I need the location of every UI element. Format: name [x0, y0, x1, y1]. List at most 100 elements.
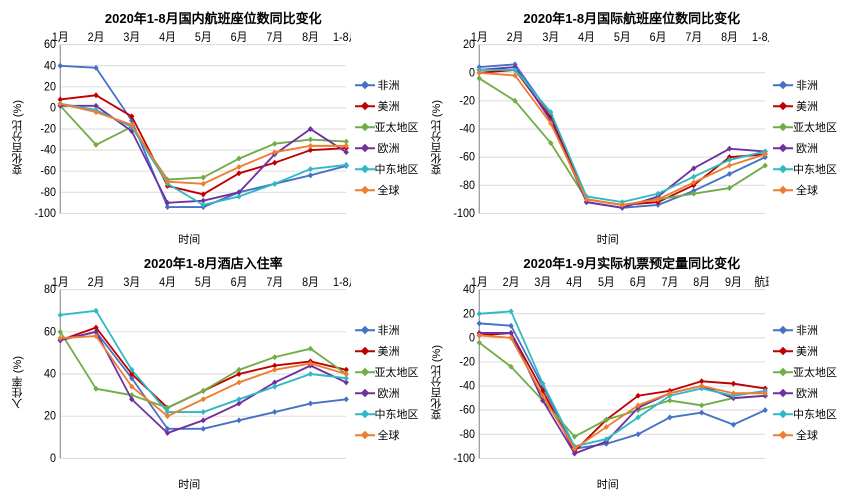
x-tick-label: 5月 [613, 32, 630, 45]
series-marker-africa [308, 401, 313, 407]
legend-swatch-icon [773, 144, 793, 152]
legend-label: 美洲 [796, 98, 818, 114]
legend-swatch-icon [355, 123, 372, 131]
legend-label: 亚太地区 [793, 119, 837, 135]
series-marker-mideast [308, 371, 313, 377]
x-tick-label: 4月 [159, 277, 176, 290]
legend-swatch-icon [355, 81, 375, 89]
legend-item-america: 美洲 [355, 98, 419, 114]
legend-item-europe: 欧洲 [773, 140, 837, 156]
series-line-apac [60, 106, 346, 180]
x-tick-label: 6月 [231, 277, 248, 290]
series-marker-global [272, 367, 277, 373]
legend-swatch-icon [773, 347, 793, 355]
x-tick-label: 7月 [661, 277, 678, 290]
legend-item-apac: 亚太地区 [773, 119, 837, 135]
x-tick-label: 2月 [88, 32, 105, 45]
chart-panel-hotel: 2020年1-8月酒店入住率入住率 (%)0204060801月2月3月4月5月… [8, 253, 419, 492]
x-tick-label: 1月 [52, 32, 69, 45]
legend-item-apac: 亚太地区 [355, 364, 419, 380]
x-tick-label: 6月 [649, 32, 666, 45]
y-tick-label: -40 [459, 123, 475, 136]
legend-item-africa: 非洲 [355, 77, 419, 93]
series-marker-global [201, 396, 206, 402]
plot-area: 0204060801月2月3月4月5月6月7月8月1-8月 [28, 273, 351, 475]
x-tick-label: 6月 [629, 277, 646, 290]
x-axis-label: 时间 [447, 476, 770, 492]
x-tick-label: 4月 [159, 32, 176, 45]
legend-item-apac: 亚太地区 [773, 364, 837, 380]
series-line-america [479, 70, 765, 205]
y-tick-label: 0 [468, 67, 474, 80]
legend-item-mideast: 中东地区 [355, 406, 419, 422]
series-marker-global [726, 163, 731, 169]
x-tick-label: 7月 [685, 32, 702, 45]
series-marker-mideast [236, 396, 241, 402]
legend-label: 欧洲 [378, 385, 400, 401]
x-tick-label: 3月 [542, 32, 559, 45]
series-marker-mideast [201, 409, 206, 415]
legend-swatch-icon [773, 81, 793, 89]
x-tick-label: 3月 [123, 277, 140, 290]
chart-panel-domestic: 2020年1-8月国内航班座位数同比变化变化百分比 (%)-100-80-60-… [8, 8, 419, 247]
legend-item-europe: 欧洲 [355, 385, 419, 401]
series-line-america [479, 333, 765, 451]
legend-item-global: 全球 [355, 427, 419, 443]
x-tick-label: 8月 [721, 32, 738, 45]
legend-swatch-icon [773, 389, 793, 397]
y-tick-label: -60 [459, 404, 475, 417]
series-marker-africa [308, 172, 313, 178]
legend-swatch-icon [355, 165, 372, 173]
y-tick-label: 0 [50, 102, 56, 115]
y-axis-label: 变化百分比 (%) [8, 100, 28, 175]
legend-item-global: 全球 [773, 182, 837, 198]
series-marker-america [272, 160, 277, 166]
series-line-europe [479, 67, 765, 208]
series-marker-africa [635, 431, 640, 437]
series-line-europe [60, 106, 346, 203]
legend-label: 美洲 [378, 98, 400, 114]
series-marker-africa [476, 320, 481, 326]
x-tick-label: 1月 [470, 32, 487, 45]
y-tick-label: 40 [44, 60, 56, 73]
x-tick-label: 5月 [195, 32, 212, 45]
series-marker-apac [272, 141, 277, 147]
x-axis-label: 时间 [447, 231, 770, 247]
plot-area: -100-80-60-40-20020401月2月3月4月5月6月7月8月9月航… [447, 273, 770, 475]
legend-item-apac: 亚太地区 [355, 119, 419, 135]
legend: 非洲美洲亚太地区欧洲中东地区全球 [769, 273, 837, 492]
series-marker-europe [201, 417, 206, 423]
x-tick-label: 2月 [88, 277, 105, 290]
series-marker-africa [667, 414, 672, 420]
y-tick-label: -20 [459, 95, 475, 108]
x-tick-label: 6月 [231, 32, 248, 45]
x-tick-label: 9月 [725, 277, 742, 290]
legend-swatch-icon [355, 368, 372, 376]
y-axis-label: 变化百分比 (%) [427, 345, 447, 420]
y-tick-label: -20 [40, 123, 56, 136]
legend-item-europe: 欧洲 [355, 140, 419, 156]
x-tick-label: 1-8月 [333, 277, 350, 290]
legend-label: 全球 [378, 427, 400, 443]
series-marker-apac [201, 175, 206, 181]
legend-label: 中东地区 [793, 406, 837, 422]
series-marker-global [308, 143, 313, 149]
y-tick-label: 0 [468, 332, 474, 345]
legend-item-africa: 非洲 [355, 322, 419, 338]
x-axis-label: 时间 [28, 231, 351, 247]
y-tick-label: -20 [459, 356, 475, 369]
legend-item-africa: 非洲 [773, 322, 837, 338]
chart-title: 2020年1-9月实际机票预定量同比变化 [427, 253, 838, 272]
series-marker-africa [58, 63, 63, 69]
legend-item-africa: 非洲 [773, 77, 837, 93]
legend-label: 欧洲 [796, 385, 818, 401]
legend-item-global: 全球 [355, 182, 419, 198]
series-marker-mideast [58, 312, 63, 318]
y-tick-label: -80 [459, 428, 475, 441]
y-tick-label: -40 [459, 380, 475, 393]
legend-label: 美洲 [796, 343, 818, 359]
series-marker-apac [308, 137, 313, 143]
series-marker-global [236, 164, 241, 170]
y-tick-label: -40 [40, 144, 56, 157]
legend-item-global: 全球 [773, 427, 837, 443]
